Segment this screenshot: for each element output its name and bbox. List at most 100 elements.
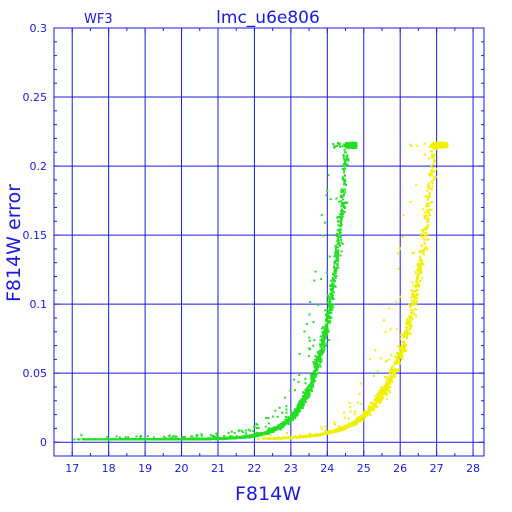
data-point <box>334 247 337 250</box>
data-point <box>344 428 347 431</box>
data-point <box>214 436 217 439</box>
data-point <box>316 359 319 362</box>
data-point <box>284 416 287 419</box>
data-point <box>383 319 386 322</box>
data-point <box>333 260 336 263</box>
data-point <box>125 438 128 441</box>
data-point <box>428 209 431 212</box>
data-point <box>397 267 400 270</box>
data-point <box>315 356 318 359</box>
data-point <box>342 213 345 216</box>
data-point <box>434 176 437 179</box>
data-point <box>349 422 352 425</box>
data-point <box>346 201 349 204</box>
data-point <box>421 277 424 280</box>
data-point <box>309 385 312 388</box>
data-point <box>401 348 404 351</box>
data-point <box>321 427 324 430</box>
data-point <box>227 431 230 434</box>
data-point <box>339 254 342 257</box>
data-point <box>329 198 332 201</box>
data-point <box>427 186 430 189</box>
data-point <box>418 267 421 270</box>
data-point <box>302 399 305 402</box>
data-point <box>413 307 416 310</box>
data-point <box>381 389 384 392</box>
data-point <box>304 382 307 385</box>
data-point <box>422 229 425 232</box>
data-point <box>378 396 381 399</box>
points-layer <box>73 141 449 441</box>
data-point <box>314 363 317 366</box>
data-point <box>348 145 351 148</box>
data-point <box>325 326 328 329</box>
data-point <box>314 367 317 370</box>
data-point <box>338 200 341 203</box>
data-point <box>257 426 260 429</box>
data-point <box>264 425 267 428</box>
data-point <box>121 438 124 441</box>
data-point <box>285 411 288 414</box>
data-point <box>392 368 395 371</box>
data-point <box>413 301 416 304</box>
data-point <box>343 158 346 161</box>
data-point <box>405 337 408 340</box>
data-point <box>325 342 328 345</box>
data-point <box>383 390 386 393</box>
data-point <box>399 347 402 350</box>
data-point <box>332 297 335 300</box>
data-point <box>215 437 218 440</box>
data-point <box>234 437 237 440</box>
data-point <box>324 331 327 334</box>
data-point <box>244 432 247 435</box>
data-point <box>378 401 381 404</box>
data-point <box>389 386 392 389</box>
data-point <box>176 438 179 441</box>
data-point <box>388 381 391 384</box>
data-point <box>335 248 338 251</box>
data-point <box>424 228 427 231</box>
data-point <box>330 294 333 297</box>
data-point <box>301 395 304 398</box>
data-point <box>404 344 407 347</box>
data-point <box>194 438 197 441</box>
data-point <box>334 280 337 283</box>
data-point <box>418 284 421 287</box>
data-point <box>430 200 433 203</box>
data-point <box>327 320 330 323</box>
data-point <box>309 373 312 376</box>
data-point <box>416 275 419 278</box>
data-point <box>426 225 429 228</box>
data-point <box>284 421 287 424</box>
data-point <box>274 409 277 412</box>
data-point <box>329 308 332 311</box>
data-point <box>372 402 375 405</box>
data-point <box>379 398 382 401</box>
data-point <box>208 438 211 441</box>
data-point <box>342 155 345 158</box>
data-point <box>403 335 406 338</box>
data-point <box>438 144 441 147</box>
data-point <box>339 212 342 215</box>
y-tick-label: 0.25 <box>23 91 48 104</box>
data-point <box>337 224 340 227</box>
data-point <box>181 436 184 439</box>
data-point <box>388 307 391 310</box>
data-point <box>441 142 444 145</box>
data-point <box>155 438 158 441</box>
data-point <box>277 427 280 430</box>
data-point <box>266 430 269 433</box>
data-point <box>173 438 176 441</box>
data-point <box>347 159 350 162</box>
data-point <box>166 438 169 441</box>
data-point <box>432 158 435 161</box>
data-point <box>281 411 284 414</box>
data-point <box>341 177 344 180</box>
data-point <box>393 362 396 365</box>
data-point <box>397 353 400 356</box>
data-point <box>334 272 337 275</box>
data-point <box>139 434 142 437</box>
data-point <box>304 397 307 400</box>
data-point <box>387 385 390 388</box>
data-point <box>418 269 421 272</box>
